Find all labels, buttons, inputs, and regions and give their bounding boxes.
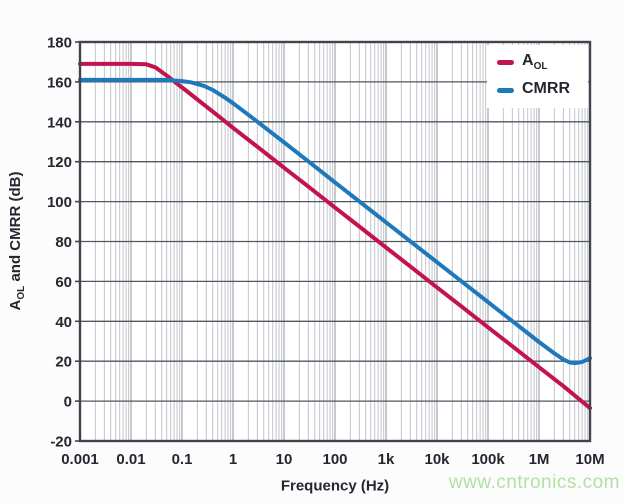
x-tick-label: 1k <box>378 451 395 468</box>
aol-line-swatch <box>497 60 514 65</box>
x-tick-label: 1 <box>229 451 237 468</box>
y-tick-label: 160 <box>47 74 72 91</box>
y-axis-title-sub: OL <box>16 285 27 300</box>
y-tick-label: 180 <box>47 35 72 52</box>
y-tick-label: -20 <box>50 434 72 451</box>
y-tick-label: 80 <box>55 234 72 251</box>
y-tick-label: 120 <box>47 154 72 171</box>
y-tick-label: 0 <box>64 394 72 411</box>
y-tick-label: 40 <box>55 314 72 331</box>
aol-curve <box>78 61 592 411</box>
plot-border <box>78 40 592 443</box>
y-axis-title: AOL and CMRR (dB) <box>7 172 27 311</box>
x-tick-label: 100k <box>471 451 505 468</box>
x-tick-label: 1M <box>529 451 550 468</box>
y-tick-label: 140 <box>47 114 72 131</box>
x-axis-title: Frequency (Hz) <box>281 478 389 495</box>
x-axis-title-text: Frequency (Hz) <box>280 477 390 495</box>
y-axis-title-pre: A <box>7 299 24 311</box>
y-tick-label: 60 <box>55 274 72 291</box>
y-tick-labels: -20 0 20 40 60 80 100 120 140 160 180 <box>47 35 72 451</box>
watermark-text: www.cntronics.com <box>448 472 620 493</box>
x-tick-label: 0.1 <box>172 451 193 468</box>
legend-label-aol: AOL <box>522 51 548 73</box>
x-tick-label: 10 <box>276 451 293 468</box>
x-tick-label: 10M <box>575 451 604 468</box>
y-axis-title-post: and CMRR (dB) <box>7 171 24 286</box>
x-tick-label: 100 <box>322 451 347 468</box>
legend-label-cmrr: CMRR <box>522 79 570 97</box>
x-tick-label: 10k <box>424 451 450 468</box>
x-tick-label: 0.01 <box>116 451 145 468</box>
x-tick-label: 0.001 <box>61 451 99 468</box>
y-tick-label: 100 <box>47 194 72 211</box>
legend-item-aol: AOL <box>497 52 588 74</box>
cmrr-line-swatch <box>497 88 514 93</box>
x-tick-labels: 0.001 0.01 0.1 1 10 100 1k 10k 100k 1M 10M <box>61 451 604 468</box>
legend-item-cmrr: CMRR <box>497 80 588 102</box>
legend: AOL CMRR <box>487 45 588 108</box>
cmrr-curve <box>78 77 592 366</box>
y-tick-label: 20 <box>55 354 72 371</box>
watermark: www.cntronics.com <box>449 472 620 494</box>
